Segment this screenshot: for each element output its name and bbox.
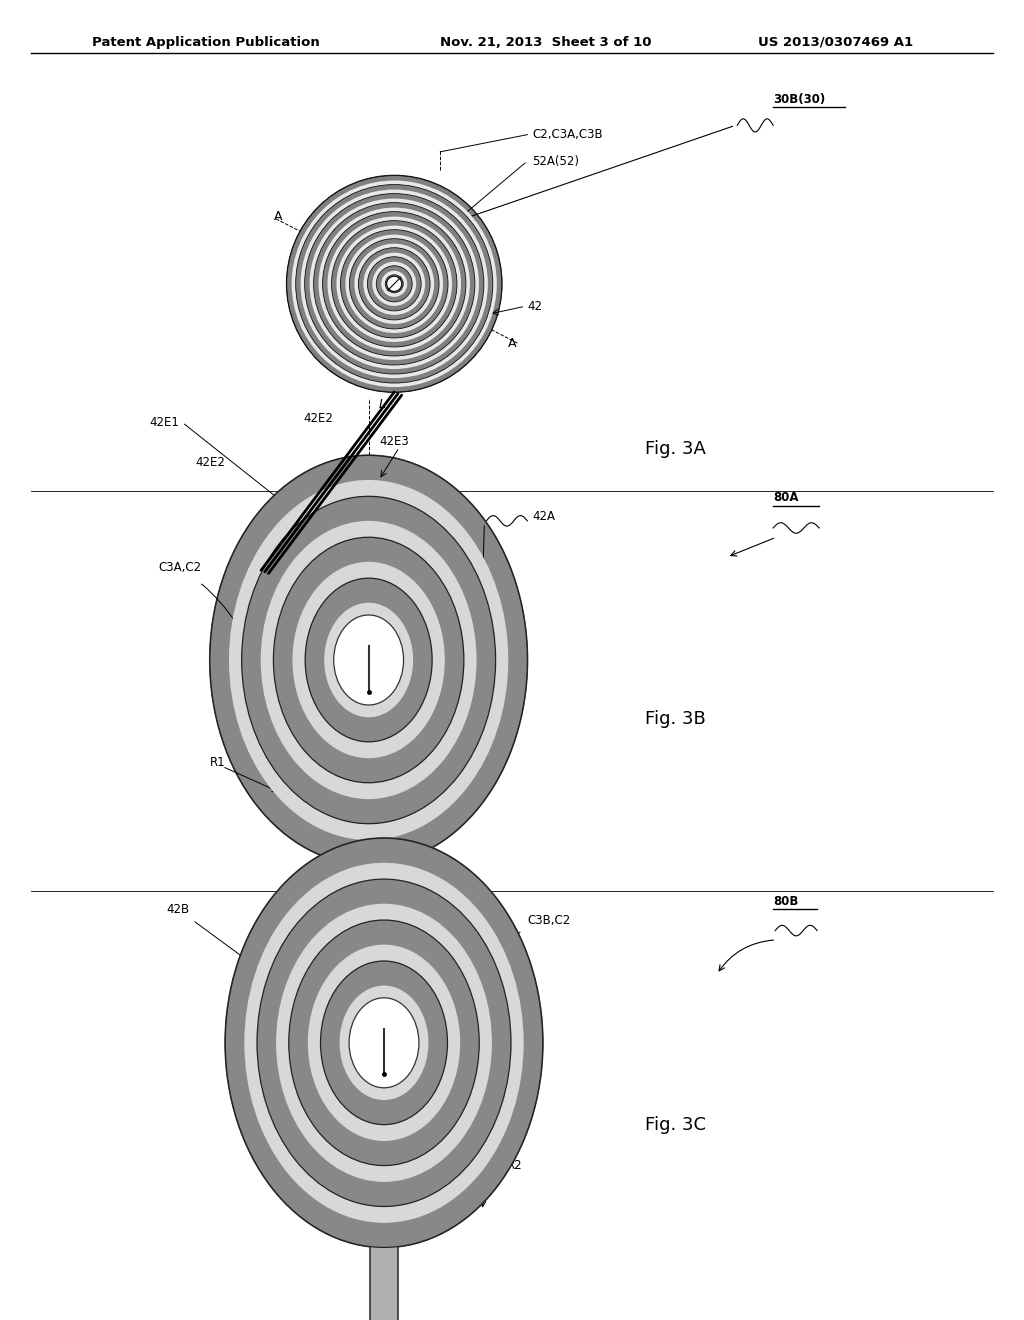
Ellipse shape	[364, 252, 425, 315]
Ellipse shape	[321, 961, 447, 1125]
Ellipse shape	[309, 198, 479, 370]
Ellipse shape	[210, 455, 527, 865]
Ellipse shape	[340, 986, 428, 1100]
Ellipse shape	[337, 226, 452, 342]
Ellipse shape	[337, 619, 400, 701]
Ellipse shape	[293, 562, 444, 758]
Text: C3B,C2: C3B,C2	[527, 913, 570, 927]
Text: 42A: 42A	[532, 511, 555, 523]
Text: 80A: 80A	[773, 491, 799, 504]
Text: 42E4: 42E4	[318, 797, 348, 810]
Text: US 2013/0307469 A1: US 2013/0307469 A1	[758, 36, 912, 49]
Ellipse shape	[276, 904, 492, 1181]
Text: C2,C3A,C3B: C2,C3A,C3B	[532, 128, 603, 141]
Text: 42: 42	[527, 300, 543, 313]
Ellipse shape	[345, 235, 443, 333]
Ellipse shape	[257, 879, 511, 1206]
Ellipse shape	[334, 615, 403, 705]
Ellipse shape	[332, 220, 457, 347]
Ellipse shape	[377, 265, 412, 302]
Text: 42E1: 42E1	[379, 962, 409, 975]
Bar	[354, 861, 383, 946]
Ellipse shape	[296, 185, 493, 383]
Ellipse shape	[354, 244, 434, 323]
Ellipse shape	[308, 945, 460, 1140]
Ellipse shape	[389, 279, 399, 289]
Ellipse shape	[245, 863, 523, 1222]
Ellipse shape	[387, 276, 401, 292]
Text: 42E2: 42E2	[303, 412, 333, 425]
Text: Fig. 3B: Fig. 3B	[645, 710, 706, 729]
Text: Fig. 3C: Fig. 3C	[645, 1115, 707, 1134]
Ellipse shape	[229, 480, 508, 840]
Text: 42E2: 42E2	[196, 455, 225, 469]
Ellipse shape	[210, 455, 527, 865]
Text: C3A,C2: C3A,C2	[159, 561, 202, 574]
Ellipse shape	[325, 603, 413, 717]
Text: 42E1: 42E1	[150, 416, 179, 429]
Text: R1: R1	[210, 756, 225, 768]
Ellipse shape	[349, 998, 419, 1088]
Ellipse shape	[242, 496, 496, 824]
Ellipse shape	[287, 176, 502, 392]
Ellipse shape	[358, 248, 430, 319]
Ellipse shape	[323, 211, 466, 356]
Ellipse shape	[305, 194, 484, 374]
Ellipse shape	[373, 261, 416, 306]
Ellipse shape	[349, 635, 388, 685]
Text: Nov. 21, 2013  Sheet 3 of 10: Nov. 21, 2013 Sheet 3 of 10	[440, 36, 652, 49]
Ellipse shape	[349, 239, 439, 329]
Text: Patent Application Publication: Patent Application Publication	[92, 36, 319, 49]
Ellipse shape	[273, 537, 464, 783]
Text: 80B: 80B	[773, 895, 799, 908]
Text: L: L	[394, 780, 401, 793]
Bar	[370, 1243, 398, 1320]
Ellipse shape	[368, 256, 421, 310]
Ellipse shape	[385, 275, 403, 293]
Ellipse shape	[313, 202, 475, 364]
Text: L: L	[379, 397, 386, 411]
Text: 42B: 42B	[166, 903, 189, 916]
Ellipse shape	[292, 181, 497, 387]
Ellipse shape	[289, 920, 479, 1166]
Text: R2: R2	[507, 1159, 522, 1172]
Text: Fig. 3A: Fig. 3A	[645, 440, 706, 458]
Ellipse shape	[328, 216, 461, 351]
Ellipse shape	[340, 230, 449, 338]
Text: 52A(52): 52A(52)	[532, 154, 580, 168]
Ellipse shape	[365, 1018, 403, 1068]
Text: A: A	[508, 337, 517, 350]
Ellipse shape	[305, 578, 432, 742]
Text: 42E3: 42E3	[379, 434, 409, 447]
Text: A: A	[273, 210, 283, 223]
Ellipse shape	[318, 207, 470, 360]
Ellipse shape	[225, 838, 543, 1247]
Ellipse shape	[287, 176, 502, 392]
Ellipse shape	[261, 521, 476, 799]
Ellipse shape	[381, 271, 408, 297]
Ellipse shape	[301, 190, 487, 378]
Ellipse shape	[352, 1002, 416, 1084]
Ellipse shape	[225, 838, 543, 1247]
Text: 30B(30): 30B(30)	[773, 92, 825, 106]
